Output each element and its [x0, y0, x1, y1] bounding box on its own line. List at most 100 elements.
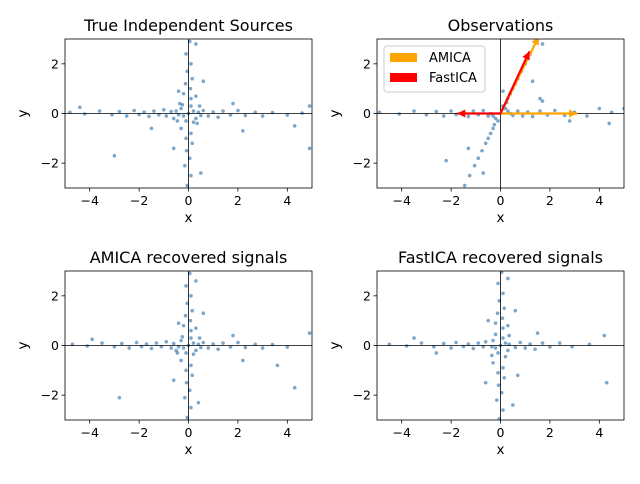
data-point	[307, 331, 312, 335]
data-point	[533, 347, 537, 352]
legend-label-fastica: FastICA	[429, 71, 477, 86]
data-point	[175, 119, 180, 123]
data-point	[602, 333, 607, 338]
data-point	[174, 109, 178, 113]
data-point	[397, 112, 402, 116]
data-point	[548, 345, 552, 349]
data-point	[152, 109, 156, 113]
data-point	[491, 361, 495, 365]
data-point	[493, 346, 498, 350]
data-point	[441, 114, 446, 118]
y-tick-label: −2	[41, 156, 59, 171]
y-tick-label: 0	[51, 338, 59, 353]
plot-area	[65, 39, 312, 188]
data-point	[501, 408, 505, 412]
data-point	[486, 136, 490, 141]
data-point	[184, 148, 189, 153]
data-point	[434, 109, 439, 114]
data-point	[180, 335, 185, 339]
data-point	[506, 348, 510, 353]
data-point	[184, 368, 188, 373]
data-point	[184, 380, 189, 385]
data-point	[147, 114, 151, 119]
data-point	[454, 340, 458, 345]
data-point	[189, 131, 193, 136]
subplot-3: −4 −2 0 2 4 −2 0 2 AMICA recovered signals x y	[15, 248, 313, 458]
subplot-1: −4 −2 0 2 4 −2 0 2 True Independent Sources x y	[15, 16, 313, 226]
data-point	[496, 119, 500, 123]
data-point	[149, 346, 154, 351]
data-point	[199, 171, 203, 175]
data-point	[189, 96, 193, 101]
data-point	[412, 336, 416, 340]
data-point	[176, 89, 181, 93]
data-point	[201, 311, 206, 316]
data-point	[191, 109, 196, 113]
y-tick-label: 2	[51, 288, 59, 303]
data-point	[285, 113, 290, 117]
data-point	[538, 109, 542, 113]
data-point	[236, 340, 240, 345]
data-point	[307, 146, 312, 151]
data-point	[493, 321, 498, 325]
data-point	[117, 109, 122, 114]
data-point	[199, 113, 203, 118]
data-point	[466, 342, 471, 346]
data-point	[607, 121, 611, 126]
data-point	[175, 351, 180, 355]
data-point	[189, 173, 193, 178]
data-point	[190, 308, 195, 313]
arrowhead-fastica	[522, 51, 530, 61]
data-point	[142, 110, 146, 114]
data-point	[496, 371, 500, 375]
y-tick-label: 0	[363, 106, 371, 121]
data-point	[483, 339, 488, 344]
data-point	[169, 346, 174, 350]
data-point	[501, 89, 505, 93]
data-point	[241, 129, 245, 133]
arrow-fastica	[499, 50, 531, 114]
data-point	[241, 358, 245, 363]
data-point	[292, 124, 297, 128]
x-tick-label: 4	[283, 193, 291, 208]
plot-area	[377, 39, 624, 188]
data-point	[260, 346, 265, 350]
data-point	[171, 146, 176, 151]
data-point	[449, 109, 453, 113]
x-tick-label: 0	[497, 425, 505, 440]
data-point	[506, 276, 510, 281]
data-point	[90, 337, 94, 342]
data-point	[124, 114, 129, 118]
data-point	[189, 62, 193, 66]
data-point	[507, 333, 511, 338]
x-tick-label: 2	[546, 193, 554, 208]
data-point	[604, 380, 609, 385]
data-point	[184, 119, 188, 123]
data-point	[236, 108, 240, 113]
data-point	[221, 341, 225, 345]
data-point	[194, 94, 198, 98]
x-axis-label: x	[497, 442, 505, 458]
x-tick-label: −2	[130, 425, 148, 440]
data-point	[506, 109, 510, 113]
y-tick-label: −2	[353, 388, 371, 403]
data-point	[132, 108, 136, 113]
subplot-title: Observations	[448, 16, 554, 35]
data-point	[491, 126, 495, 131]
data-point	[199, 345, 203, 350]
x-tick-label: −4	[80, 193, 98, 208]
data-point	[206, 114, 211, 118]
data-point	[513, 345, 518, 350]
data-point	[502, 306, 507, 311]
data-point	[195, 121, 199, 126]
data-point	[194, 116, 198, 121]
data-point	[471, 346, 476, 351]
subplot-title: AMICA recovered signals	[90, 248, 288, 267]
data-point	[194, 326, 198, 330]
data-point	[535, 331, 540, 335]
y-tick-label: 2	[363, 56, 371, 71]
x-tick-label: 4	[595, 193, 603, 208]
plot-area	[377, 271, 624, 420]
data-point	[462, 183, 467, 188]
subplot-title: FastICA recovered signals	[398, 248, 603, 267]
